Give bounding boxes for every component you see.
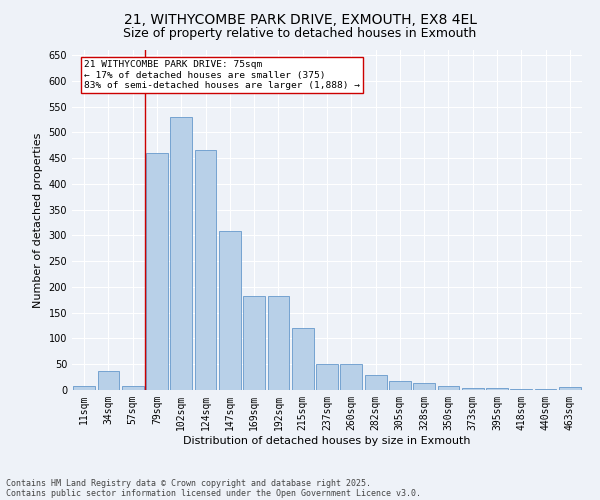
Bar [122,386,143,390]
Text: Contains public sector information licensed under the Open Government Licence v3: Contains public sector information licen… [6,488,421,498]
Bar [340,364,362,390]
Bar [413,383,435,390]
Bar [365,374,386,390]
Bar [559,388,581,390]
Bar [243,296,265,390]
Bar [170,117,192,390]
Text: Contains HM Land Registry data © Crown copyright and database right 2025.: Contains HM Land Registry data © Crown c… [6,478,371,488]
Text: Size of property relative to detached houses in Exmouth: Size of property relative to detached ho… [124,28,476,40]
Bar [462,388,484,390]
Y-axis label: Number of detached properties: Number of detached properties [33,132,43,308]
Bar [146,152,168,390]
Bar [73,386,95,390]
Bar [219,232,241,390]
Bar [511,389,532,390]
Bar [437,386,460,390]
Bar [486,388,508,390]
Bar [389,380,411,390]
Bar [97,371,119,390]
Bar [268,296,289,390]
Bar [535,389,556,390]
Bar [194,150,217,390]
Bar [316,364,338,390]
X-axis label: Distribution of detached houses by size in Exmouth: Distribution of detached houses by size … [183,436,471,446]
Text: 21, WITHYCOMBE PARK DRIVE, EXMOUTH, EX8 4EL: 21, WITHYCOMBE PARK DRIVE, EXMOUTH, EX8 … [124,12,476,26]
Bar [292,328,314,390]
Text: 21 WITHYCOMBE PARK DRIVE: 75sqm
← 17% of detached houses are smaller (375)
83% o: 21 WITHYCOMBE PARK DRIVE: 75sqm ← 17% of… [84,60,360,90]
